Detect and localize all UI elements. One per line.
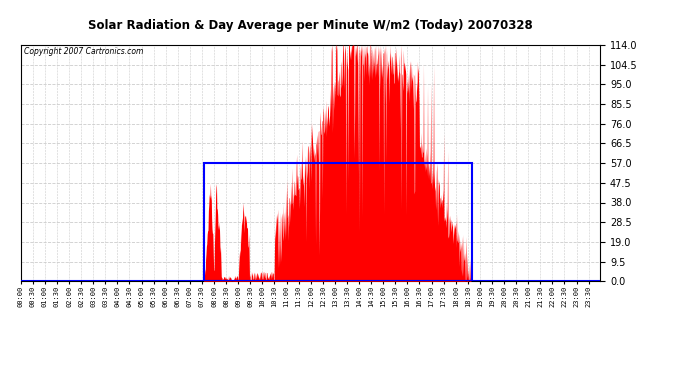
Text: Copyright 2007 Cartronics.com: Copyright 2007 Cartronics.com [23,47,143,56]
Text: Solar Radiation & Day Average per Minute W/m2 (Today) 20070328: Solar Radiation & Day Average per Minute… [88,19,533,32]
Bar [204,163,472,281]
